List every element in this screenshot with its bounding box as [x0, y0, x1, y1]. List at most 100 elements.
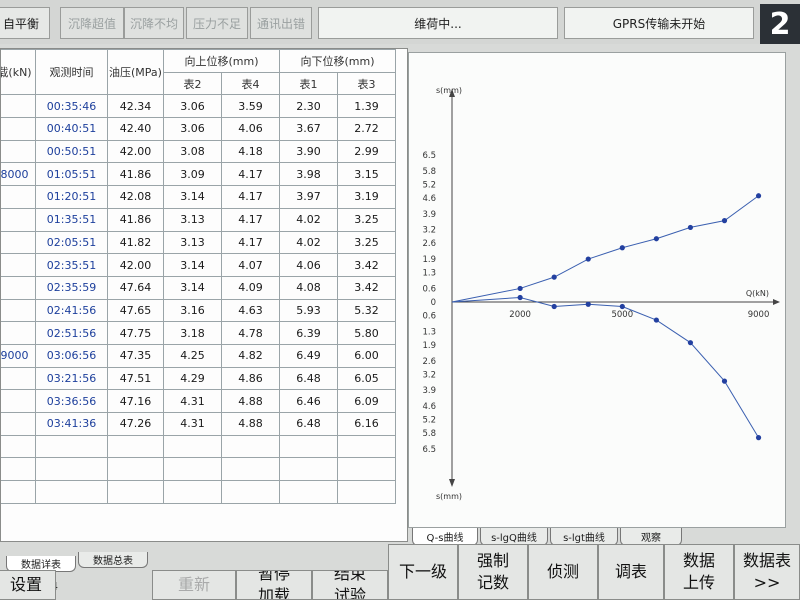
- gauge4-cell: 4.82: [221, 343, 280, 368]
- time-cell: 00:40:51: [35, 117, 108, 141]
- y-tick-label: 0: [431, 298, 436, 308]
- table-row: 8000 01:05:51 41.86 3.09 4.17 3.98 3.15: [1, 162, 396, 187]
- data-upload-button[interactable]: 数据 上传: [664, 544, 734, 600]
- time-cell: [35, 434, 108, 459]
- settings-button[interactable]: 设置: [0, 570, 56, 600]
- col-header-oil-pressure: 油压(MPa): [107, 49, 164, 96]
- y-tick-label: 0.6: [422, 312, 436, 322]
- gauge3-cell: 6.00: [337, 343, 396, 368]
- time-cell: 02:35:59: [35, 275, 108, 300]
- tab-data-summary[interactable]: 数据总表: [78, 552, 148, 568]
- gauge1-cell: 5.93: [279, 298, 338, 323]
- table-row: 02:51:56 47.75 3.18 4.78 6.39 5.80: [1, 321, 396, 345]
- gauge2-cell: 3.18: [163, 321, 222, 345]
- data-table: 载(kN) 观测时间 油压(MPa) 向上位移(mm) 向下位移(mm) 表2 …: [0, 48, 408, 542]
- gauge3-cell: 3.25: [337, 230, 396, 255]
- y-tick-label: 6.5: [422, 151, 436, 161]
- button-label-line2: 上传: [682, 573, 715, 592]
- gauge3-cell: 3.15: [337, 162, 396, 187]
- restart-button[interactable]: 重新: [152, 570, 236, 600]
- gauge3-cell: 5.32: [337, 298, 396, 323]
- gauge4-cell: 4.86: [221, 366, 280, 391]
- button-label: 调表: [614, 562, 647, 581]
- q-s-chart-svg: s(mm) s(mm) Q(kN) 6.5 5.8 5.2 4.6 3.9 3.2 2.6 1.9 1…: [422, 86, 780, 501]
- time-cell: 00:35:46: [35, 94, 108, 119]
- load-cell: 8000: [1, 162, 36, 187]
- y-tick-label: 3.2: [422, 226, 436, 236]
- gauge4-cell: 4.17: [221, 207, 280, 232]
- button-label-line2: 加载: [257, 586, 290, 600]
- gauge1-cell: 6.48: [279, 366, 338, 391]
- oil-pressure-cell: 42.00: [107, 139, 164, 164]
- data-point: [755, 435, 762, 441]
- time-cell: [35, 457, 108, 482]
- y-axis-label-top: s(mm): [436, 86, 462, 95]
- gauge3-cell: 6.05: [337, 366, 396, 391]
- gauge4-cell: 4.63: [221, 298, 280, 323]
- next-level-button[interactable]: 下一级: [388, 544, 458, 600]
- button-label: 设置: [9, 575, 42, 594]
- time-cell: 02:05:51: [35, 230, 108, 255]
- top-bar: 自平衡 沉降超值 沉降不均 压力不足 通讯出错 维荷中... GPRS传输未开始…: [0, 0, 800, 44]
- end-test-button[interactable]: 结束 试验: [312, 570, 388, 600]
- data-point: [517, 285, 523, 292]
- gauge3-cell: 2.72: [337, 117, 396, 141]
- table-row: 00:35:46 42.34 3.06 3.59 2.30 1.39: [1, 94, 396, 119]
- gauge2-cell: 3.09: [163, 162, 222, 187]
- page-number-badge: 2: [760, 4, 800, 44]
- data-table-next-button[interactable]: 数据表 >>: [734, 544, 800, 600]
- series-line: [451, 296, 759, 438]
- pause-load-button[interactable]: 暂停 加载: [236, 570, 312, 600]
- data-point: [687, 224, 694, 231]
- data-point: [721, 378, 728, 384]
- table-row: [1, 434, 396, 459]
- gauge2-cell: 3.14: [163, 275, 222, 300]
- time-cell: 03:21:56: [35, 366, 108, 391]
- data-point: [585, 256, 591, 262]
- detect-button[interactable]: 侦测: [528, 544, 598, 600]
- data-point: [687, 340, 694, 346]
- button-label-line2: 记数: [476, 573, 509, 592]
- gauge3-cell: 1.39: [337, 94, 396, 119]
- data-point: [653, 236, 659, 242]
- y-tick-label: 3.9: [422, 386, 436, 396]
- gauge2-cell: [163, 480, 222, 504]
- gauge2-cell: [163, 457, 222, 482]
- force-count-button[interactable]: 强制 记数: [458, 544, 528, 600]
- gauge1-cell: 4.02: [279, 207, 338, 232]
- col-header-gauge3: 表3: [337, 71, 396, 96]
- load-cell: [1, 230, 36, 255]
- table-row: 03:21:56 47.51 4.29 4.86 6.48 6.05: [1, 366, 396, 391]
- gauge2-cell: 4.25: [163, 343, 222, 368]
- y-tick-label: 4.6: [422, 194, 436, 204]
- gauge3-cell: 3.19: [337, 185, 396, 209]
- gauge1-cell: [279, 480, 338, 504]
- gauge4-cell: [221, 434, 280, 459]
- gauge3-cell: 3.25: [337, 207, 396, 232]
- gauge3-cell: 2.99: [337, 139, 396, 164]
- y-tick-label: 5.2: [422, 416, 436, 426]
- y-axis-arrow-up: [449, 89, 455, 97]
- load-status: 维荷中...: [318, 7, 558, 39]
- gauge1-cell: 2.30: [279, 94, 338, 119]
- gauge4-cell: 4.17: [221, 162, 280, 187]
- gauge3-cell: [337, 457, 396, 482]
- gauge3-cell: 5.80: [337, 321, 396, 345]
- oil-pressure-cell: 42.08: [107, 185, 164, 209]
- gauge1-cell: 6.46: [279, 389, 338, 413]
- button-label: 数据表: [742, 551, 791, 570]
- gauge4-cell: [221, 457, 280, 482]
- load-cell: [1, 275, 36, 300]
- col-header-gauge1: 表1: [279, 71, 338, 96]
- oil-pressure-cell: [107, 480, 164, 504]
- gauge1-cell: [279, 434, 338, 459]
- gauge1-cell: [279, 457, 338, 482]
- oil-pressure-cell: 41.86: [107, 207, 164, 232]
- y-tick-label: 2.6: [422, 357, 436, 367]
- gauge3-cell: [337, 434, 396, 459]
- load-cell: [1, 185, 36, 209]
- y-tick-label: 3.2: [422, 370, 436, 380]
- adjust-gauge-button[interactable]: 调表: [598, 544, 664, 600]
- gauge1-cell: 4.02: [279, 230, 338, 255]
- time-cell: 00:50:51: [35, 139, 108, 164]
